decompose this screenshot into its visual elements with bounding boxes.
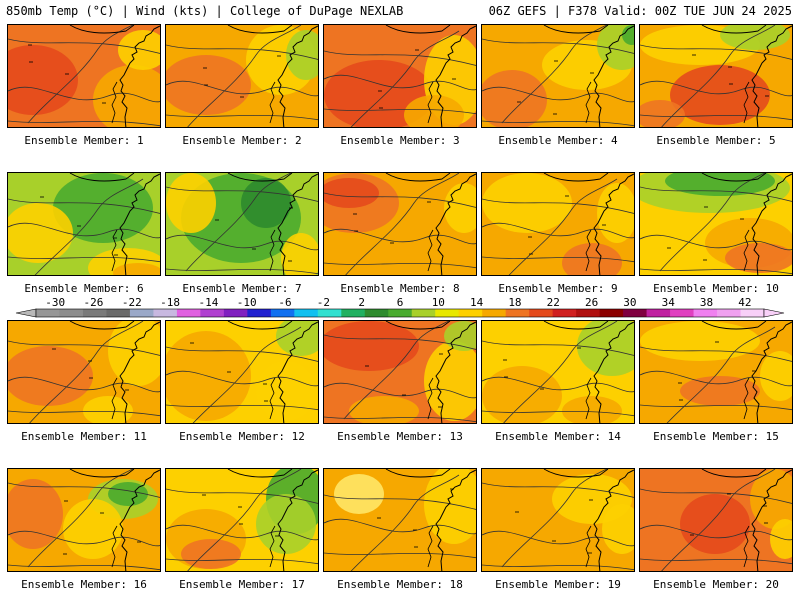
colorbar-tick-label: -2 [317, 296, 330, 309]
ensemble-member-map [481, 24, 635, 128]
colorbar-swatch [129, 309, 154, 317]
colorbar-swatch [717, 309, 742, 317]
ensemble-member-map [323, 172, 477, 276]
colorbar-swatch [458, 309, 483, 317]
colorbar-tick-label: -14 [198, 296, 218, 309]
colorbar-swatch [435, 309, 460, 317]
colorbar-swatch [82, 309, 107, 317]
ensemble-member-label: Ensemble Member: 18 [337, 578, 463, 591]
temperature-colorbar: -30 -26 -22 -18 -14 -10 -6 -2 2 6 10 14 18 22 26 30 34 38… [15, 296, 785, 318]
ensemble-member-label: Ensemble Member: 3 [340, 134, 460, 147]
colorbar-tick-label: 6 [397, 296, 404, 309]
ensemble-member-label: Ensemble Member: 16 [21, 578, 147, 591]
colorbar-swatch [646, 309, 671, 317]
ensemble-member-label: Ensemble Member: 8 [340, 282, 460, 295]
colorbar-tick-label: 18 [508, 296, 521, 309]
ensemble-member-label: Ensemble Member: 4 [498, 134, 618, 147]
ensemble-member-map [7, 468, 161, 572]
ensemble-member-map [481, 468, 635, 572]
colorbar-swatch [693, 309, 718, 317]
colorbar-max-arrow [763, 308, 785, 318]
colorbar-tick-label: -26 [84, 296, 104, 309]
model-valid-time: 06Z GEFS | F378 Valid: 00Z TUE JUN 24 20… [488, 4, 792, 18]
colorbar-swatch [623, 309, 648, 317]
ensemble-member-map [323, 24, 477, 128]
map-title: 850mb Temp (°C) | Wind (kts) | College o… [6, 4, 404, 18]
colorbar-swatch [364, 309, 389, 317]
ensemble-member-label: Ensemble Member: 6 [24, 282, 144, 295]
colorbar-swatch [153, 309, 178, 317]
ensemble-member-map [165, 320, 319, 424]
ensemble-member-label: Ensemble Member: 11 [21, 430, 147, 443]
ensemble-member-label: Ensemble Member: 15 [653, 430, 779, 443]
colorbar-tick-label: -10 [237, 296, 257, 309]
colorbar-swatch [270, 309, 295, 317]
ensemble-member-map [165, 468, 319, 572]
colorbar-swatch [36, 309, 60, 317]
ensemble-member-label: Ensemble Member: 10 [653, 282, 779, 295]
ensemble-member-label: Ensemble Member: 17 [179, 578, 305, 591]
colorbar-swatch [670, 309, 695, 317]
ensemble-member-map [165, 172, 319, 276]
colorbar-tick-label: 42 [738, 296, 751, 309]
colorbar-tick-label: 14 [470, 296, 484, 309]
colorbar-swatch [411, 309, 436, 317]
ensemble-member-map [481, 172, 635, 276]
colorbar-tick-label: 30 [623, 296, 636, 309]
colorbar-swatch [317, 309, 342, 317]
colorbar-swatch [247, 309, 272, 317]
colorbar-swatch [176, 309, 201, 317]
colorbar-swatch [294, 309, 319, 317]
colorbar-tick-label: -18 [160, 296, 180, 309]
ensemble-member-map [323, 468, 477, 572]
ensemble-member-label: Ensemble Member: 13 [337, 430, 463, 443]
ensemble-member-label: Ensemble Member: 9 [498, 282, 618, 295]
colorbar-swatch [740, 309, 765, 317]
colorbar-swatch [505, 309, 530, 317]
colorbar-swatch [388, 309, 413, 317]
colorbar-min-arrow [15, 308, 37, 318]
ensemble-member-map [639, 320, 793, 424]
ensemble-member-map [7, 24, 161, 128]
colorbar-tick-label: 2 [358, 296, 365, 309]
colorbar-tick-label: 22 [547, 296, 560, 309]
ensemble-member-label: Ensemble Member: 2 [182, 134, 302, 147]
ensemble-member-map [7, 172, 161, 276]
colorbar-swatch [482, 309, 507, 317]
ensemble-member-map [639, 24, 793, 128]
colorbar-swatch [200, 309, 225, 317]
colorbar-tick-label: -6 [278, 296, 291, 309]
colorbar-swatch [223, 309, 248, 317]
ensemble-member-label: Ensemble Member: 19 [495, 578, 621, 591]
ensemble-member-label: Ensemble Member: 14 [495, 430, 621, 443]
colorbar-swatch [552, 309, 577, 317]
colorbar-swatch [529, 309, 554, 317]
ensemble-member-label: Ensemble Member: 20 [653, 578, 779, 591]
colorbar-tick-label: -22 [122, 296, 142, 309]
ensemble-member-map [639, 172, 793, 276]
colorbar-tick-label: 38 [700, 296, 713, 309]
ensemble-member-map [7, 320, 161, 424]
ensemble-member-map [639, 468, 793, 572]
colorbar-swatch [576, 309, 601, 317]
colorbar-swatch [106, 309, 131, 317]
colorbar-tick-label: 34 [662, 296, 676, 309]
ensemble-member-label: Ensemble Member: 5 [656, 134, 776, 147]
colorbar-tick-label: -30 [45, 296, 65, 309]
ensemble-member-label: Ensemble Member: 1 [24, 134, 144, 147]
ensemble-member-map [323, 320, 477, 424]
ensemble-member-map [481, 320, 635, 424]
ensemble-member-label: Ensemble Member: 7 [182, 282, 302, 295]
colorbar-tick-label: 26 [585, 296, 598, 309]
colorbar-swatch [59, 309, 84, 317]
colorbar-tick-label: 10 [432, 296, 445, 309]
ensemble-member-label: Ensemble Member: 12 [179, 430, 305, 443]
colorbar-swatch [599, 309, 624, 317]
ensemble-member-map [165, 24, 319, 128]
colorbar-swatch [341, 309, 366, 317]
